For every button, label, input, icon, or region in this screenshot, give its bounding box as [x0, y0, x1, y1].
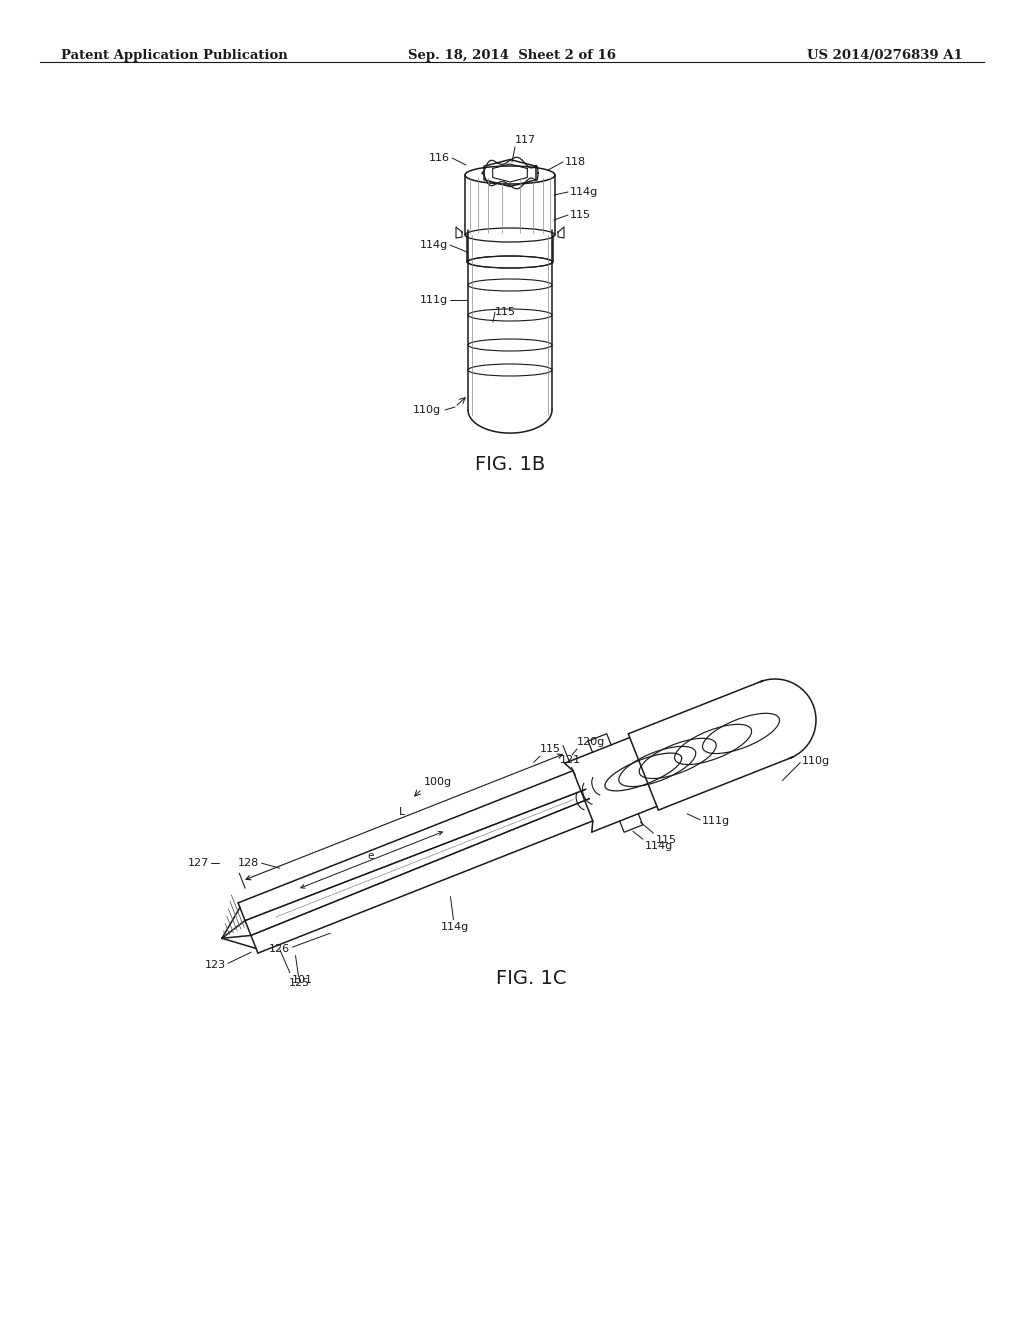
- Text: 101: 101: [292, 974, 313, 985]
- Text: 100g: 100g: [424, 776, 453, 787]
- Text: 114g: 114g: [570, 187, 598, 197]
- Text: FIG. 1B: FIG. 1B: [475, 455, 545, 474]
- Text: 118: 118: [565, 157, 586, 168]
- Text: 121: 121: [560, 755, 581, 766]
- Text: FIG. 1C: FIG. 1C: [497, 969, 566, 987]
- Text: 123: 123: [205, 960, 226, 970]
- Text: 110g: 110g: [413, 405, 441, 414]
- Text: L: L: [399, 808, 406, 817]
- Polygon shape: [558, 227, 564, 238]
- Text: 126: 126: [269, 944, 290, 954]
- Text: 116: 116: [429, 153, 450, 162]
- Text: Sep. 18, 2014  Sheet 2 of 16: Sep. 18, 2014 Sheet 2 of 16: [408, 49, 616, 62]
- Text: 125: 125: [289, 978, 310, 989]
- Text: 115: 115: [570, 210, 591, 220]
- Text: Patent Application Publication: Patent Application Publication: [61, 49, 288, 62]
- Text: US 2014/0276839 A1: US 2014/0276839 A1: [807, 49, 963, 62]
- Text: e: e: [367, 851, 374, 861]
- Text: 114g: 114g: [645, 841, 673, 851]
- Text: 128: 128: [239, 858, 259, 869]
- Text: 110g: 110g: [803, 755, 830, 766]
- Text: 115: 115: [655, 836, 677, 845]
- Text: 114g: 114g: [420, 240, 449, 249]
- Text: 114g: 114g: [440, 921, 469, 932]
- Text: 127: 127: [187, 858, 209, 869]
- Text: 115: 115: [540, 744, 561, 754]
- Polygon shape: [456, 227, 462, 238]
- Text: 111g: 111g: [420, 294, 449, 305]
- Text: 111g: 111g: [702, 816, 730, 826]
- Text: 117: 117: [515, 135, 537, 145]
- Text: 120g: 120g: [578, 737, 605, 747]
- Text: 115: 115: [495, 308, 516, 317]
